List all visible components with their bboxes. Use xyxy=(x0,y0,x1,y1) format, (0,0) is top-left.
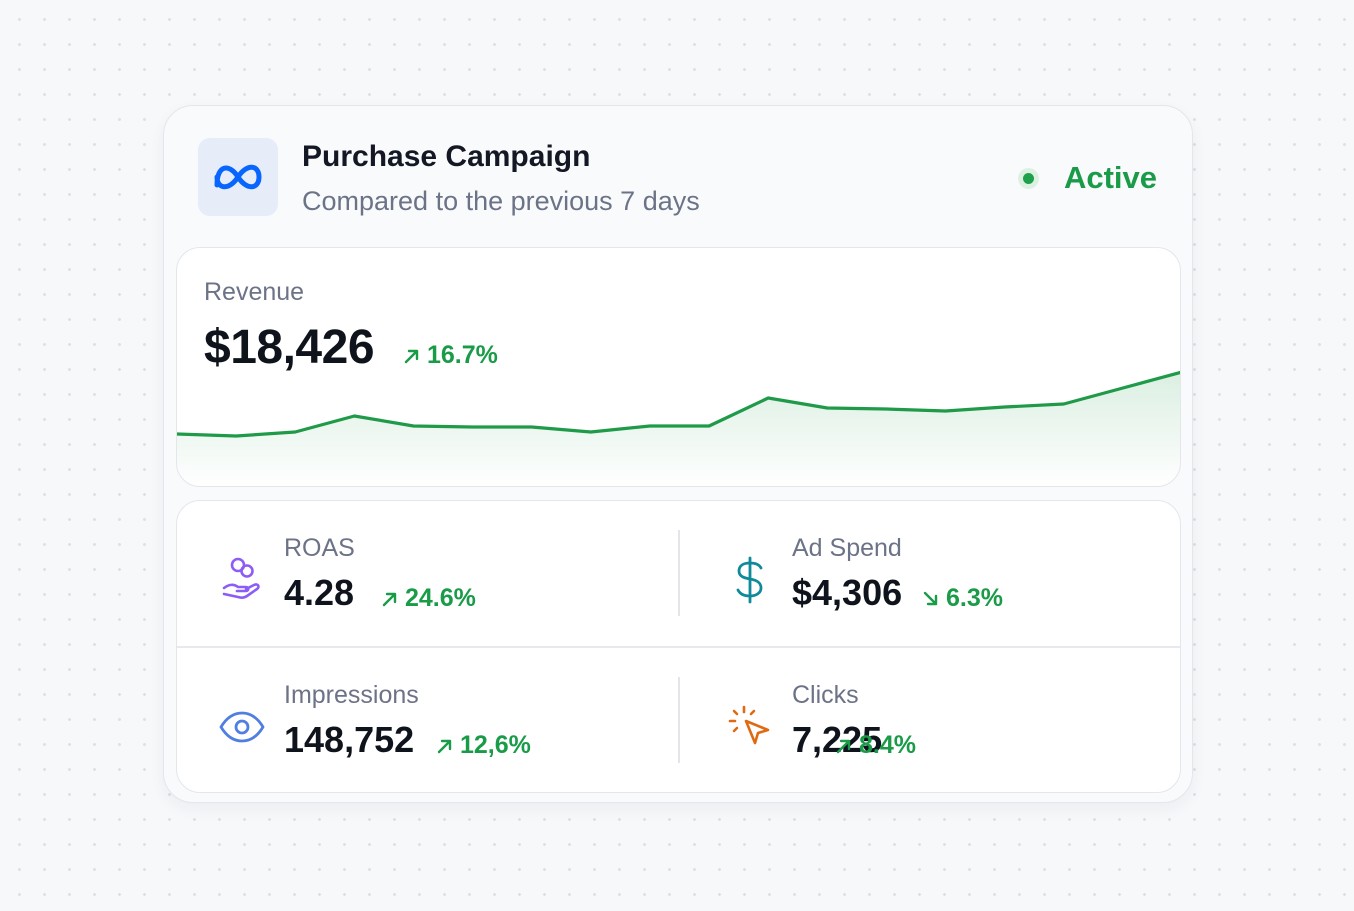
metric-roas-change: 24.6% xyxy=(381,584,476,613)
metric-clicks-value: 7,225 xyxy=(792,719,883,760)
metric-impressions-label: Impressions xyxy=(284,681,419,709)
metric-roas: ROAS 4.28 24.6% xyxy=(214,534,654,634)
revenue-area xyxy=(177,372,1180,486)
metric-roas-label: ROAS xyxy=(284,534,355,562)
arrow-down-right-icon xyxy=(923,591,938,605)
revenue-change-value: 16.7% xyxy=(427,341,498,369)
metric-clicks-change-value: 8.4% xyxy=(859,731,916,759)
metric-impressions-value: 148,752 xyxy=(284,719,415,760)
metric-ad-spend-change: 6.3% xyxy=(922,584,1003,613)
arrow-up-right-icon xyxy=(437,739,452,753)
status-badge: Active xyxy=(1022,160,1157,196)
metric-ad-spend-label: Ad Spend xyxy=(792,534,902,562)
eye-icon xyxy=(214,699,270,755)
revenue-value: $18,426 xyxy=(204,321,375,374)
metric-impressions: Impressions 148,752 12,6% xyxy=(214,681,654,781)
metrics-column-divider xyxy=(678,677,680,763)
metrics-row-divider xyxy=(177,646,1180,648)
metric-roas-change-value: 24.6% xyxy=(405,584,476,612)
revenue-line xyxy=(177,370,1180,438)
campaign-subtitle: Compared to the previous 7 days xyxy=(302,186,700,216)
revenue-panel: Revenue $18,426 16.7% xyxy=(176,247,1181,487)
metric-ad-spend-change-value: 6.3% xyxy=(946,584,1003,612)
arrow-up-right-icon xyxy=(404,349,419,363)
metric-ad-spend: Ad Spend $4,306 6.3% xyxy=(722,534,1162,634)
status-label: Active xyxy=(1063,160,1157,195)
metric-roas-value: 4.28 xyxy=(284,572,355,613)
metric-clicks-change: 8.4% xyxy=(835,731,916,760)
status-dot-icon xyxy=(1022,172,1034,184)
metrics-panel: ROAS 4.28 24.6% Ad Spend $4,306 xyxy=(176,500,1181,793)
metrics-column-divider xyxy=(678,530,680,616)
revenue-change: 16.7% xyxy=(403,341,498,370)
metric-ad-spend-value: $4,306 xyxy=(792,572,903,613)
metric-impressions-change: 12,6% xyxy=(436,731,531,760)
revenue-chart xyxy=(177,370,1180,486)
revenue-label: Revenue xyxy=(204,278,305,306)
metric-impressions-change-value: 12,6% xyxy=(460,731,531,759)
metric-clicks: Clicks 7,225 8.4% xyxy=(722,681,1162,781)
meta-logo-tile xyxy=(198,138,278,216)
arrow-up-right-icon xyxy=(382,592,397,606)
meta-logo-icon xyxy=(214,164,262,190)
dollar-icon xyxy=(722,552,778,608)
campaign-card: Purchase Campaign Compared to the previo… xyxy=(163,105,1193,803)
metric-clicks-label: Clicks xyxy=(792,681,859,709)
arrow-up-right-icon xyxy=(836,739,851,753)
cursor-click-icon xyxy=(722,699,778,755)
hand-coins-icon xyxy=(214,552,270,608)
campaign-title: Purchase Campaign xyxy=(302,140,591,173)
